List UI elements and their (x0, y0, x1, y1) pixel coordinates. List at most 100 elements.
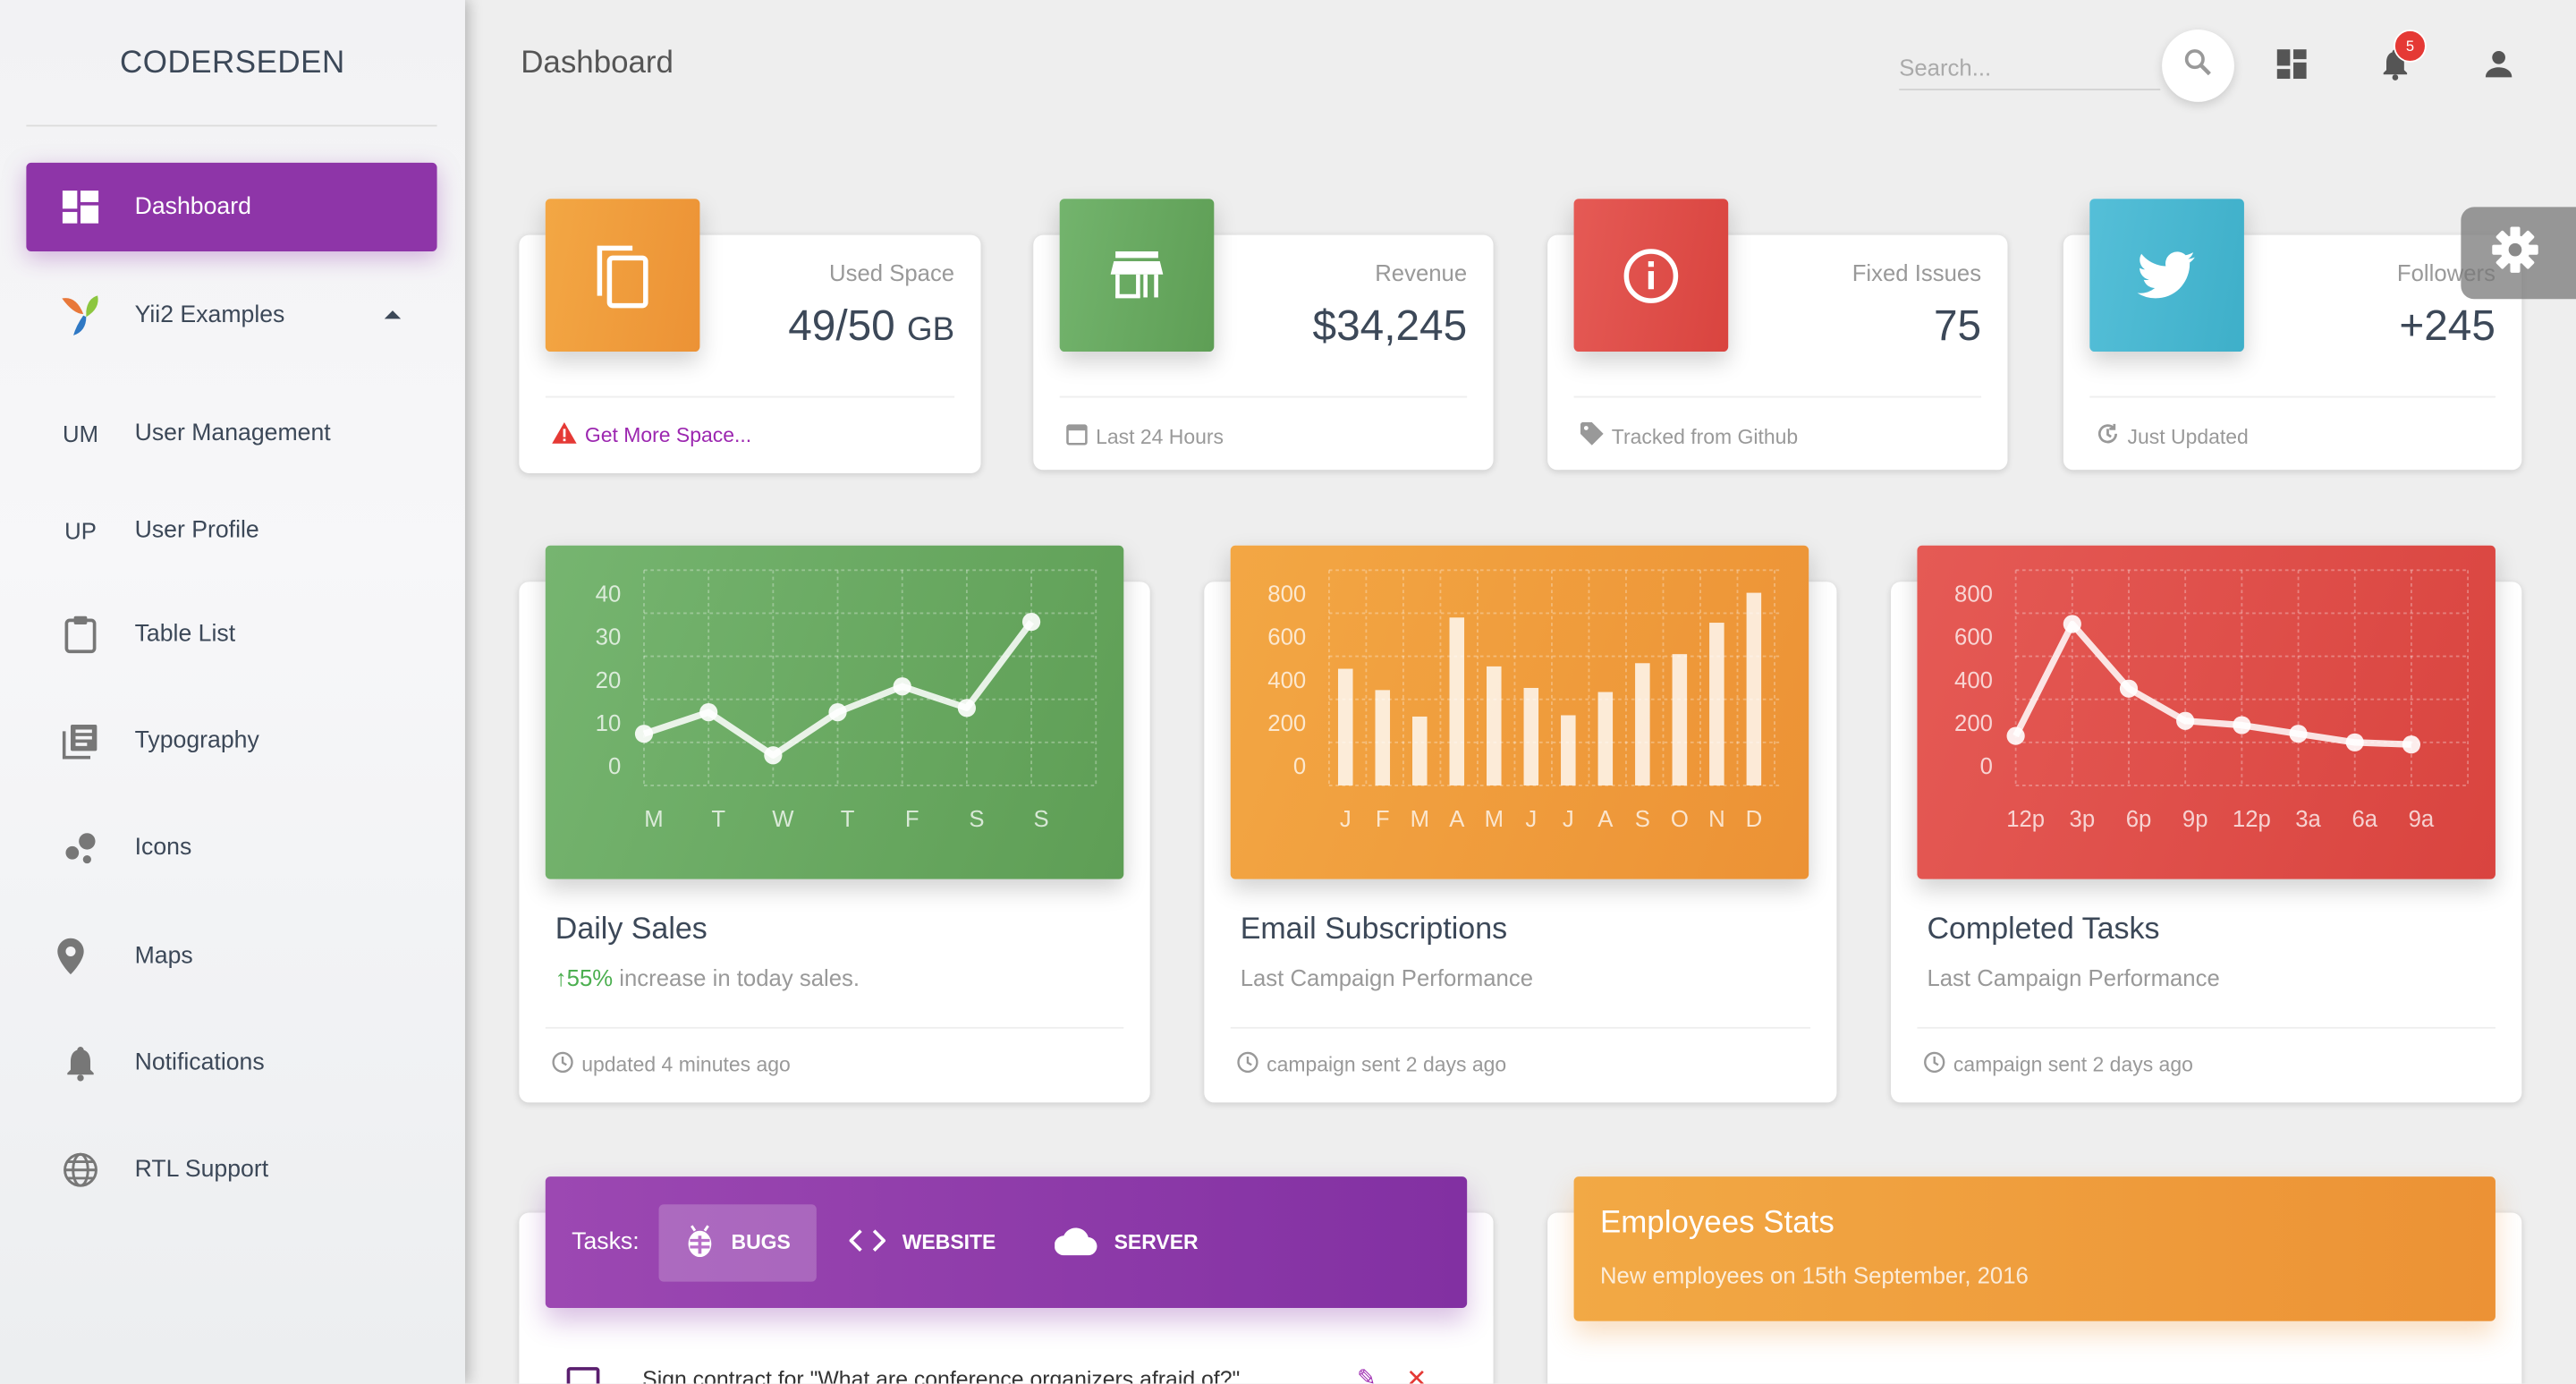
y-tick-label: 400 (1267, 668, 1306, 693)
bar (1375, 690, 1391, 785)
copy-icon (545, 199, 700, 352)
tab-bugs[interactable]: BUGS (658, 1203, 818, 1281)
stat-footer: Get More Space... (552, 422, 751, 448)
bar (1597, 692, 1614, 785)
code-icon (849, 1227, 887, 1258)
tasks-header: Tasks: BUGS WEBSITE SERVER (545, 1176, 1468, 1309)
get-more-space-link[interactable]: Get More Space... (584, 423, 752, 447)
x-tick-label: M (644, 807, 663, 832)
tab-label: WEBSITE (902, 1230, 996, 1254)
check-icon: ✓ (575, 1380, 591, 1384)
sidebar-item-rtl-support[interactable]: RTL Support (26, 1125, 436, 1214)
calendar-icon (1066, 422, 1088, 450)
y-tick-label: 600 (1954, 625, 1993, 650)
task-checkbox[interactable]: ✓ (566, 1367, 600, 1384)
chart-footer: campaign sent 2 days ago (1237, 1051, 1506, 1077)
data-point (828, 703, 847, 722)
sidebar-item-table-list[interactable]: Table List (26, 590, 436, 678)
arrow-up-icon: ↑ (555, 964, 567, 991)
bar (1523, 687, 1539, 785)
close-icon[interactable]: ✕ (1406, 1365, 1428, 1384)
search-input[interactable] (1899, 44, 2161, 91)
stat-number: 49/50 (788, 301, 895, 351)
clock-icon (552, 1051, 573, 1077)
sidebar-item-yii2-examples[interactable]: Yii2 Examples (26, 271, 436, 360)
stat-footer: Just Updated (2097, 422, 2249, 450)
sidebar-item-dashboard[interactable]: Dashboard (26, 162, 437, 252)
x-tick-label: 6p (2126, 807, 2152, 832)
bug-icon (685, 1223, 715, 1261)
clock-icon (1924, 1051, 1945, 1077)
sidebar-item-typography[interactable]: Typography (26, 697, 436, 785)
sidebar-item-label: Maps (134, 943, 193, 970)
edit-icon[interactable]: ✎ (1357, 1363, 1377, 1384)
stat-footer: Last 24 Hours (1066, 422, 1224, 450)
y-tick-label: 600 (1267, 625, 1306, 650)
data-point (2233, 716, 2251, 734)
subtitle-text: increase in today sales. (613, 964, 860, 991)
sidebar-item-notifications[interactable]: Notifications (26, 1019, 436, 1108)
clock-icon (1237, 1051, 1258, 1077)
sidebar-item-label: Typography (134, 727, 259, 755)
footer-text: campaign sent 2 days ago (1267, 1053, 1507, 1077)
divider (1230, 1026, 1811, 1029)
employees-title: Employees Stats (1599, 1206, 1835, 1241)
data-point (957, 699, 976, 717)
cloud-icon (1055, 1225, 1097, 1260)
page-title[interactable]: Dashboard (521, 46, 674, 81)
stat-category: Fixed Issues (1852, 259, 1982, 286)
data-point (2345, 733, 2364, 751)
stat-category: Revenue (1375, 259, 1468, 286)
y-tick-label: 200 (1954, 711, 1993, 736)
sidebar-item-label: Notifications (134, 1049, 265, 1077)
twitter-icon (2089, 199, 2244, 352)
x-tick-label: S (1635, 807, 1650, 832)
divider (26, 124, 437, 127)
x-tick-label: A (1449, 807, 1465, 832)
chart-card-email-subscriptions: 0 200 400 600 800 J F M A M J J A S O N D Email Subscrip… (1204, 545, 1837, 1103)
chart-title: Completed Tasks (1927, 910, 2160, 946)
divider (1573, 395, 1982, 398)
increase-percent: 55% (566, 964, 614, 991)
tag-icon (1580, 422, 1604, 450)
x-tick-label: M (1411, 807, 1429, 832)
settings-button[interactable] (2461, 207, 2576, 300)
y-tick-label: 0 (1293, 754, 1306, 779)
sidebar-item-label: Yii2 Examples (134, 301, 285, 329)
sidebar-item-label: Icons (134, 835, 192, 862)
chart-title: Daily Sales (555, 910, 708, 946)
brand-logo-text[interactable]: CODERSEDEN (119, 46, 345, 81)
sidebar-item-user-profile[interactable]: UP User Profile (26, 487, 436, 575)
user-icon[interactable] (2480, 46, 2516, 81)
data-point (2402, 735, 2421, 754)
dashboard-icon[interactable] (2274, 46, 2309, 81)
bar (1337, 668, 1353, 785)
daily-sales-svg: 0 10 20 30 40 M T W T F S S (596, 569, 1097, 832)
sidebar: CODERSEDEN Dashboard Yii2 Examples UM Us… (0, 0, 465, 1384)
x-tick-label: O (1671, 807, 1689, 832)
bar (1746, 592, 1762, 785)
tab-label: SERVER (1114, 1230, 1199, 1254)
tab-website[interactable]: WEBSITE (824, 1203, 1022, 1280)
search-button[interactable] (2162, 30, 2234, 102)
data-point (634, 725, 654, 743)
sidebar-item-label: User Profile (134, 517, 259, 544)
sidebar-item-icons[interactable]: Icons (26, 803, 436, 892)
sidebar-item-maps[interactable]: Maps (26, 912, 436, 1000)
stat-card-followers: Followers +245 Just Updated (2063, 199, 2522, 471)
x-tick-label: W (772, 807, 794, 832)
divider (545, 395, 955, 398)
tab-server[interactable]: SERVER (1029, 1203, 1224, 1280)
footer-text: campaign sent 2 days ago (1953, 1053, 2193, 1077)
stat-card-used-space: Used Space 49/50 GB Get More Space... (519, 199, 981, 473)
sidebar-item-user-management[interactable]: UM User Management (26, 389, 436, 478)
chart-footer: campaign sent 2 days ago (1924, 1051, 2193, 1077)
bar (1709, 623, 1724, 785)
y-tick-label: 200 (1267, 711, 1306, 736)
bar (1412, 716, 1428, 785)
chart-footer: updated 4 minutes ago (552, 1051, 791, 1077)
sidebar-item-label: User Management (134, 420, 331, 447)
caret-up-icon[interactable] (384, 310, 402, 319)
employees-header: Employees Stats New employees on 15th Se… (1573, 1176, 2496, 1321)
data-point (1021, 612, 1041, 632)
